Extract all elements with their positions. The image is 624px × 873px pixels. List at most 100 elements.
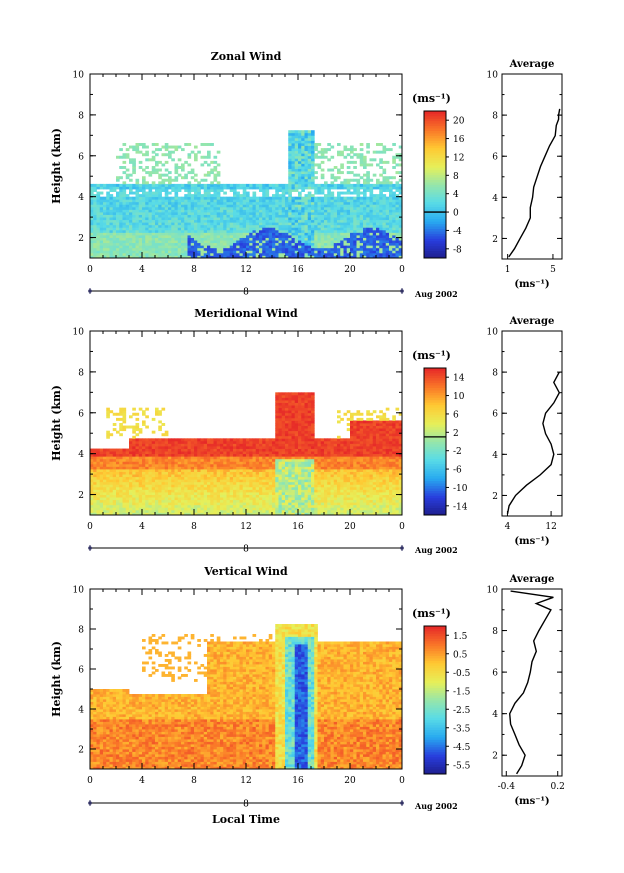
heatmap-cell	[275, 245, 279, 249]
heatmap-cell	[233, 206, 237, 210]
heatmap-cell	[187, 143, 192, 146]
heatmap-cell	[343, 252, 348, 256]
heatmap-cell	[242, 199, 247, 203]
heatmap-cell	[200, 250, 205, 254]
heatmap-cell	[275, 492, 279, 495]
heatmap-cell	[265, 196, 270, 200]
heatmap-cell	[106, 196, 110, 200]
heatmap-cell	[171, 183, 175, 187]
heatmap-cell	[103, 479, 107, 483]
heatmap-cell	[255, 458, 260, 462]
heatmap-cell	[90, 463, 94, 467]
heatmap-cell	[385, 229, 390, 233]
heatmap-cell	[330, 201, 335, 205]
heatmap-cell	[369, 196, 374, 200]
heatmap-cell	[99, 255, 104, 259]
heatmap-cell	[255, 438, 260, 442]
heatmap-cell	[151, 201, 156, 205]
heatmap-cell	[129, 201, 133, 205]
heatmap-cell	[148, 229, 153, 233]
heatmap-cell	[106, 240, 110, 244]
heatmap-cell	[252, 458, 257, 462]
heatmap-cell	[216, 456, 221, 460]
heatmap-cell	[252, 502, 257, 506]
heatmap-cell	[184, 504, 188, 508]
heatmap-cell	[148, 448, 153, 452]
heatmap-cell	[311, 222, 315, 226]
heatmap-cell	[350, 212, 354, 215]
heatmap-cell	[372, 186, 377, 190]
heatmap-cell	[151, 214, 156, 218]
heatmap-cell	[168, 507, 172, 511]
heatmap-cell	[330, 255, 335, 259]
heatmap-cell	[96, 509, 101, 513]
heatmap-cell	[99, 512, 104, 516]
heatmap-cell	[200, 227, 205, 231]
heatmap-cell	[138, 224, 143, 228]
heatmap-cell	[255, 479, 260, 483]
heatmap-cell	[307, 245, 312, 249]
heatmap-cell	[379, 214, 383, 218]
heatmap-cell	[262, 471, 266, 475]
heatmap-cell	[379, 158, 383, 162]
heatmap-cell	[135, 191, 140, 195]
heatmap-cell	[210, 252, 214, 256]
heatmap-cell	[161, 178, 166, 182]
heatmap-cell	[262, 443, 266, 447]
heatmap-cell	[275, 392, 279, 396]
heatmap-cell	[275, 214, 279, 218]
heatmap-cell	[246, 212, 250, 215]
heatmap-cell	[392, 255, 396, 259]
heatmap-cell	[350, 237, 354, 241]
heatmap-cell	[142, 201, 146, 205]
heatmap-cell	[158, 509, 162, 513]
heatmap-cell	[275, 479, 279, 483]
heatmap-cell	[184, 245, 188, 249]
heatmap-cell	[259, 199, 263, 203]
heatmap-cell	[320, 196, 325, 200]
heatmap-cell	[262, 512, 266, 516]
heatmap-cell	[395, 227, 400, 231]
heatmap-cell	[194, 255, 198, 259]
heatmap-cell	[398, 212, 403, 215]
heatmap-cell	[119, 425, 123, 429]
heatmap-cell	[281, 245, 286, 249]
heatmap-cell	[184, 186, 188, 190]
heatmap-cell	[151, 212, 156, 215]
heatmap-cell	[90, 479, 94, 483]
heatmap-cell	[129, 250, 133, 254]
heatmap-cell	[142, 219, 146, 223]
heatmap-cell	[356, 235, 361, 238]
heatmap-cell	[249, 217, 253, 221]
heatmap-cell	[311, 242, 315, 246]
heatmap-cell	[106, 212, 110, 215]
heatmap-cell	[395, 224, 400, 228]
heatmap-cell	[164, 252, 169, 256]
heatmap-cell	[350, 255, 354, 259]
heatmap-cell	[125, 201, 130, 205]
heatmap-cell	[363, 250, 367, 254]
heatmap-cell	[239, 499, 244, 503]
heatmap-cell	[249, 448, 253, 452]
heatmap-cell	[142, 440, 146, 444]
heatmap-cell	[207, 512, 211, 516]
heatmap-cell	[181, 206, 185, 210]
heatmap-cell	[194, 440, 198, 444]
heatmap-cell	[343, 222, 348, 226]
heatmap-cell	[340, 214, 344, 218]
heatmap-cell	[187, 171, 192, 175]
heatmap-cell	[285, 189, 289, 192]
heatmap-cell	[389, 255, 393, 259]
heatmap-cell	[168, 474, 172, 478]
heatmap-cell	[122, 469, 127, 472]
heatmap-cell	[190, 219, 195, 223]
heatmap-cell	[168, 242, 172, 246]
heatmap-cell	[125, 461, 130, 465]
heatmap-cell	[392, 229, 396, 233]
heatmap-cell	[233, 443, 237, 447]
heatmap-cell	[220, 484, 224, 488]
heatmap-cell	[190, 212, 195, 215]
heatmap-cell	[184, 458, 188, 462]
heatmap-cell	[109, 433, 114, 437]
heatmap-cell	[148, 486, 153, 490]
